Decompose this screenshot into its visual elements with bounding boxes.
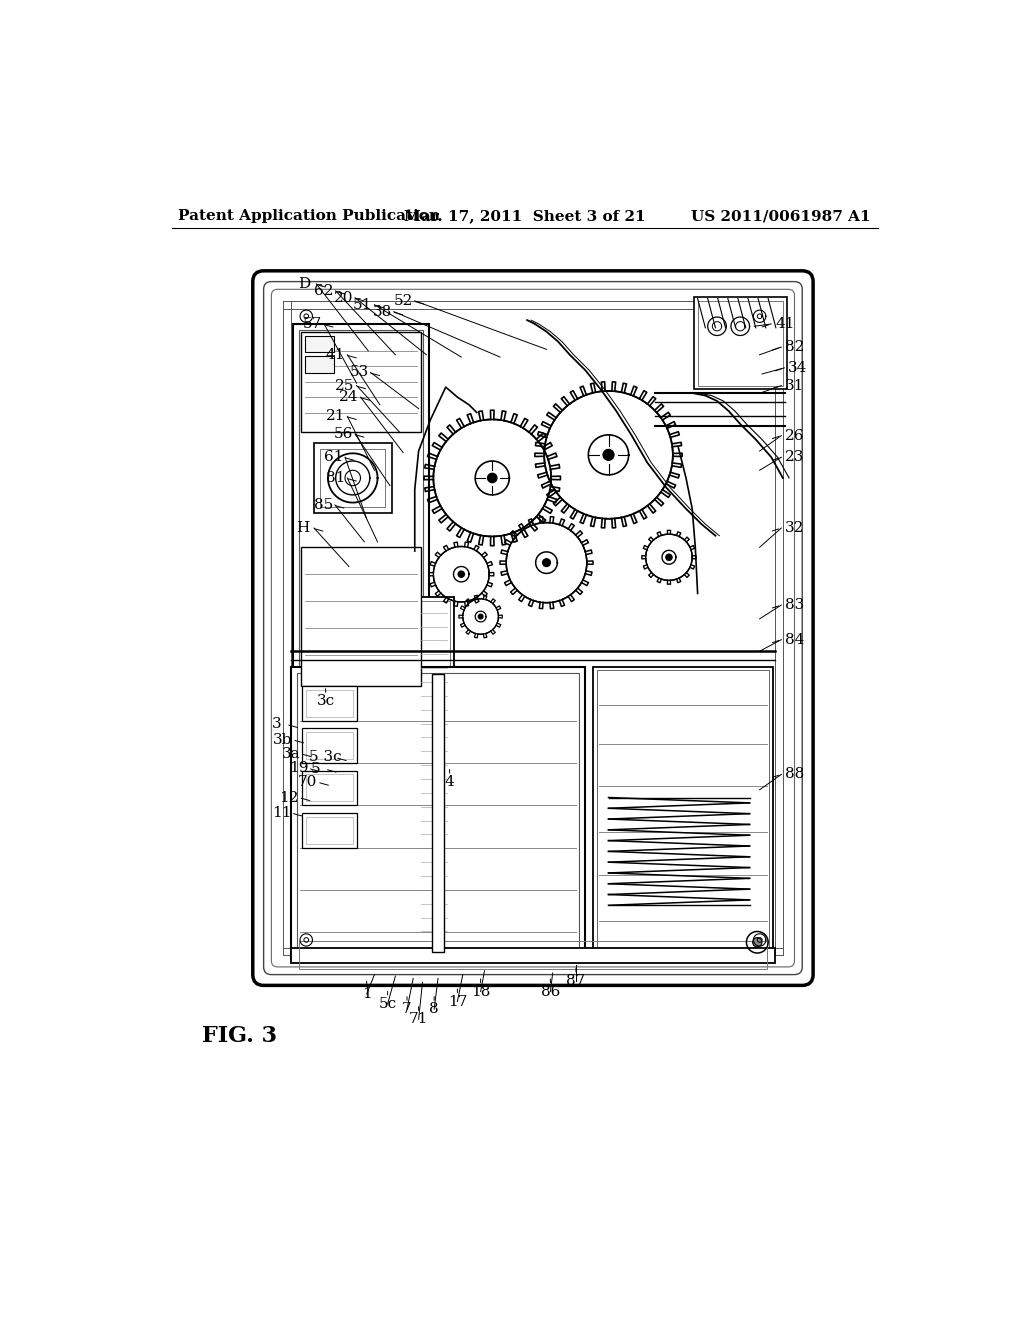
Bar (693, 297, 786, 389)
Bar (297, 673, 579, 953)
Text: 32: 32 (785, 521, 805, 535)
Bar (314, 444, 391, 512)
Bar (299, 330, 423, 688)
Text: 83: 83 (785, 598, 805, 612)
Text: Mar. 17, 2011  Sheet 3 of 21: Mar. 17, 2011 Sheet 3 of 21 (404, 209, 645, 223)
Text: 70: 70 (298, 775, 317, 789)
Bar (432, 675, 444, 952)
Text: 56: 56 (334, 428, 353, 441)
Text: 38: 38 (373, 305, 392, 318)
Text: 61: 61 (324, 450, 343, 465)
Text: 25: 25 (335, 379, 354, 392)
Text: 26: 26 (785, 429, 805, 442)
Bar (415, 597, 454, 944)
Text: 3c: 3c (316, 694, 335, 709)
Text: 51: 51 (353, 298, 373, 312)
Text: 71: 71 (409, 1012, 428, 1026)
Text: 21: 21 (326, 409, 345, 424)
Text: D: D (299, 277, 311, 290)
Text: 86: 86 (541, 985, 560, 998)
Bar (597, 671, 769, 956)
Text: 8: 8 (429, 1002, 439, 1016)
Bar (305, 335, 334, 352)
Text: 5 3c: 5 3c (309, 751, 342, 764)
Text: 1: 1 (361, 987, 372, 1001)
Circle shape (543, 558, 550, 566)
Text: Patent Application Publication: Patent Application Publication (178, 209, 440, 223)
Bar (301, 331, 421, 432)
Text: 18: 18 (471, 985, 490, 998)
Bar (291, 948, 775, 964)
Text: 62: 62 (314, 284, 334, 298)
Text: 4: 4 (444, 775, 455, 789)
Circle shape (487, 474, 497, 483)
Text: 53: 53 (349, 366, 369, 379)
Bar (305, 356, 334, 374)
Text: US 2011/0061987 A1: US 2011/0061987 A1 (691, 209, 870, 223)
Text: 81: 81 (326, 471, 345, 484)
Bar (302, 771, 356, 805)
Bar (321, 449, 385, 507)
Text: 24: 24 (339, 391, 358, 404)
Bar (293, 323, 429, 693)
Text: 41: 41 (775, 317, 795, 331)
Bar (306, 689, 352, 717)
Text: 23: 23 (785, 450, 805, 465)
Bar (419, 601, 450, 940)
Text: 85: 85 (313, 498, 333, 512)
Bar (302, 813, 356, 847)
Bar (301, 548, 421, 686)
Bar (302, 686, 356, 721)
Text: FIG. 3: FIG. 3 (202, 1026, 276, 1047)
Bar (306, 817, 352, 843)
Text: 34: 34 (788, 360, 808, 375)
Text: 41: 41 (326, 347, 345, 362)
Bar (306, 733, 352, 759)
Text: 88: 88 (785, 767, 805, 781)
Bar (306, 775, 352, 801)
Bar (697, 301, 783, 385)
Text: 19: 19 (289, 762, 308, 775)
Text: 31: 31 (785, 379, 805, 392)
Text: 87: 87 (566, 974, 586, 987)
Text: 3b: 3b (273, 733, 293, 747)
Text: 52: 52 (393, 294, 413, 308)
Text: 5: 5 (310, 762, 321, 776)
Text: 3: 3 (272, 717, 282, 731)
Circle shape (603, 450, 614, 461)
Circle shape (753, 937, 762, 946)
Text: 11: 11 (271, 807, 291, 820)
Text: 84: 84 (785, 632, 805, 647)
Text: 12: 12 (280, 791, 299, 804)
Text: 5c: 5c (379, 997, 396, 1011)
Bar (593, 667, 773, 960)
Text: 7: 7 (402, 1002, 412, 1016)
Circle shape (666, 554, 672, 561)
Bar (302, 729, 356, 763)
Circle shape (478, 614, 483, 619)
FancyBboxPatch shape (253, 271, 813, 985)
Circle shape (458, 572, 464, 577)
Text: 20: 20 (334, 290, 353, 305)
Text: 57: 57 (303, 317, 323, 331)
Bar (299, 941, 767, 969)
Text: 82: 82 (785, 341, 805, 354)
Text: 17: 17 (447, 994, 467, 1008)
Bar (291, 667, 586, 960)
Text: H: H (296, 521, 309, 535)
Text: 3a: 3a (282, 747, 300, 760)
